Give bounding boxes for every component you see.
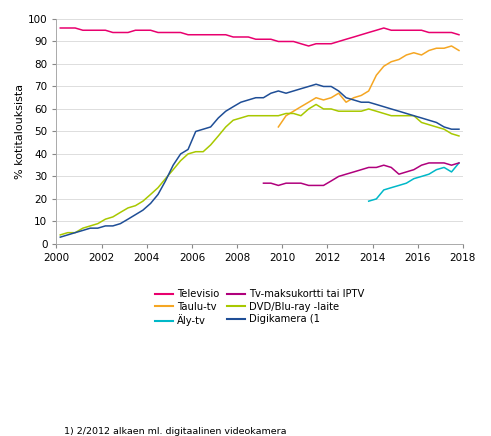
Y-axis label: % kotitalouksista: % kotitalouksista (15, 84, 25, 179)
Text: 1) 2/2012 alkaen ml. digitaalinen videokamera: 1) 2/2012 alkaen ml. digitaalinen videok… (64, 427, 286, 436)
Legend: Televisio, Taulu-tv, Äly-tv, Tv-maksukortti tai IPTV, DVD/Blu-ray -laite, Digika: Televisio, Taulu-tv, Äly-tv, Tv-maksukor… (153, 287, 366, 328)
